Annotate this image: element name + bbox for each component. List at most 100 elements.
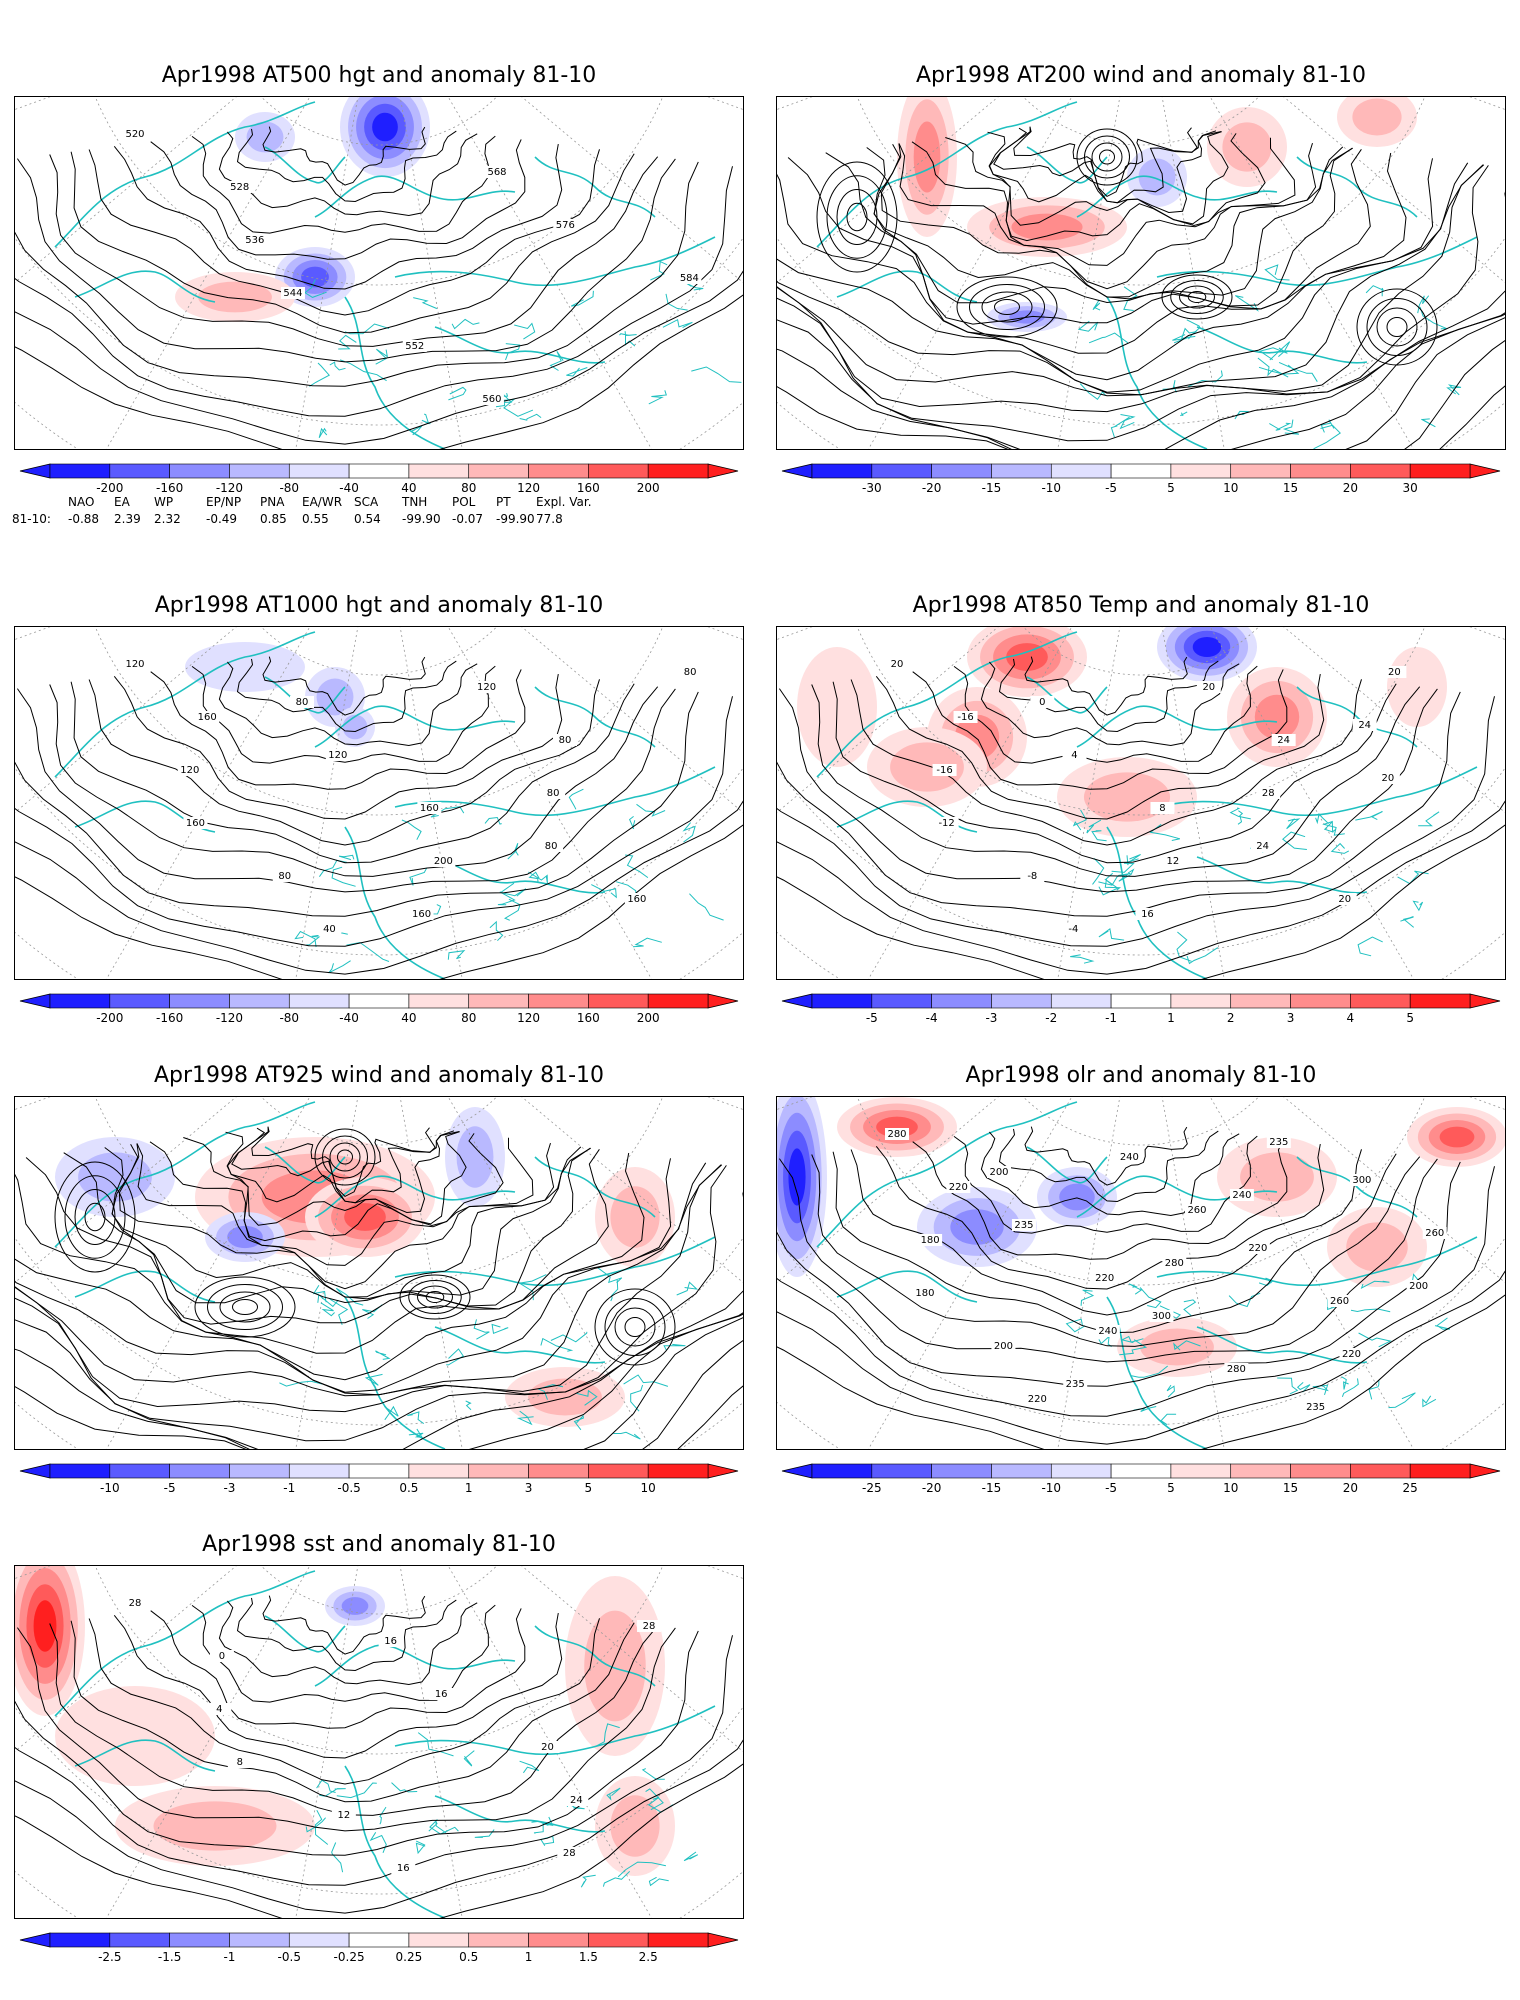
colorbar-arrow-right — [1469, 993, 1501, 1009]
contour-label: 200 — [989, 1167, 1008, 1178]
meridian-gridline — [1140, 97, 1422, 449]
colorbar-segment — [109, 993, 170, 1009]
colorbar-label: -40 — [339, 481, 359, 495]
contour-label: 20 — [1388, 667, 1401, 678]
contour-label-bg — [1375, 772, 1400, 784]
contour-line — [777, 701, 1505, 975]
contour-label-bg — [207, 1703, 232, 1715]
contour-line — [16, 158, 676, 363]
colorbar-segment — [1409, 463, 1471, 479]
country-border — [384, 1405, 399, 1421]
country-border — [1237, 810, 1244, 825]
colorbar-segment — [49, 1463, 111, 1479]
coastline — [534, 1156, 656, 1218]
country-border — [1166, 1384, 1175, 1398]
contour-label-bg — [564, 1794, 589, 1806]
colorbar-segment — [588, 1463, 649, 1479]
country-border — [662, 318, 693, 329]
country-border — [610, 1279, 619, 1302]
anomaly-shading — [456, 1126, 494, 1188]
contour-label-bg — [331, 1809, 356, 1821]
map-frame — [776, 96, 1506, 450]
contour-label: -16 — [936, 765, 952, 776]
index-header-cell: SCA — [354, 495, 379, 509]
contour-label: -12 — [938, 818, 954, 829]
colorbar: -30 -20 -15 -10 -5 5 10 15 20 30 — [776, 460, 1506, 504]
latitude-gridline — [15, 627, 743, 956]
colorbar-segment — [1170, 993, 1232, 1009]
coastline — [816, 101, 1078, 248]
streamline-loop — [816, 161, 898, 273]
colorbar-segment — [991, 1463, 1052, 1479]
contour-label-bg — [1229, 1189, 1254, 1201]
colorbar-segment — [229, 993, 290, 1009]
country-border — [309, 362, 330, 387]
country-border — [1131, 1365, 1169, 1378]
contour-label: 520 — [125, 129, 144, 140]
colorbar-segment — [871, 463, 932, 479]
streamline-loop — [194, 1276, 296, 1338]
country-border — [540, 1337, 574, 1352]
contour-label: 220 — [1342, 1349, 1361, 1360]
contour-label-bg — [539, 840, 564, 852]
contour-label: 280 — [887, 1129, 906, 1140]
colorbar-segment — [647, 1463, 709, 1479]
contour-label: 235 — [1306, 1402, 1325, 1413]
index-value-cell: 0.54 — [354, 512, 381, 526]
coastline — [314, 1644, 516, 1687]
index-header-cell: PT — [496, 495, 511, 509]
contour-label: 8 — [1159, 803, 1165, 814]
colorbar-segment — [1290, 463, 1351, 479]
country-border — [576, 1389, 598, 1406]
index-row-label: 81-10: — [12, 512, 51, 526]
contour-line — [15, 171, 743, 445]
country-border — [408, 1428, 424, 1438]
colorbar-label: 160 — [577, 481, 600, 495]
colorbar-arrow-left — [781, 463, 813, 479]
contour-line — [15, 1630, 699, 1856]
colorbar-label: -3 — [223, 1481, 235, 1495]
contour-line — [15, 1176, 743, 1449]
colorbar-label: -120 — [216, 481, 243, 495]
contour-line — [1013, 126, 1198, 198]
colorbar-segment — [229, 463, 290, 479]
country-border — [1258, 1277, 1274, 1287]
coastline — [1106, 1296, 1208, 1449]
contour-line — [16, 1627, 676, 1832]
country-border — [682, 822, 696, 843]
contour-line — [136, 1142, 555, 1290]
colorbar-segment — [109, 463, 170, 479]
country-border — [528, 871, 540, 884]
contour-label-bg — [987, 1166, 1012, 1178]
colorbar-label: 30 — [1403, 481, 1418, 495]
meridian-gridline — [378, 1566, 477, 1918]
contour-label-bg — [1092, 1272, 1117, 1284]
contour-line — [236, 1597, 457, 1672]
index-value-cell: -99.90 — [496, 512, 535, 526]
colorbar-label: 5 — [1406, 1011, 1414, 1025]
coastline — [74, 1739, 216, 1772]
country-border — [375, 348, 388, 365]
contour-line — [998, 1128, 1219, 1203]
contour-label-bg — [637, 1620, 662, 1632]
contour-line — [778, 688, 1438, 893]
contour-label-bg — [885, 1128, 909, 1140]
map-frame — [14, 1096, 744, 1450]
country-border — [407, 1411, 425, 1425]
meridian-gridline — [378, 97, 477, 449]
anomaly-shading — [1059, 1183, 1095, 1211]
contour-line — [262, 1595, 426, 1655]
country-border — [1419, 306, 1448, 330]
colorbar-segment — [1350, 1463, 1411, 1479]
country-border — [1422, 1395, 1437, 1408]
contour-label-bg — [1062, 749, 1087, 761]
country-border — [409, 867, 428, 886]
colorbar-arrow-left — [781, 1463, 813, 1479]
country-border — [516, 1410, 534, 1426]
colorbar-segment — [408, 1463, 470, 1479]
contour-line — [70, 681, 635, 864]
contour-label-bg — [677, 272, 702, 284]
colorbar-label: -0.5 — [337, 1481, 360, 1495]
coastline — [54, 1570, 316, 1717]
colorbar-segment — [468, 463, 529, 479]
